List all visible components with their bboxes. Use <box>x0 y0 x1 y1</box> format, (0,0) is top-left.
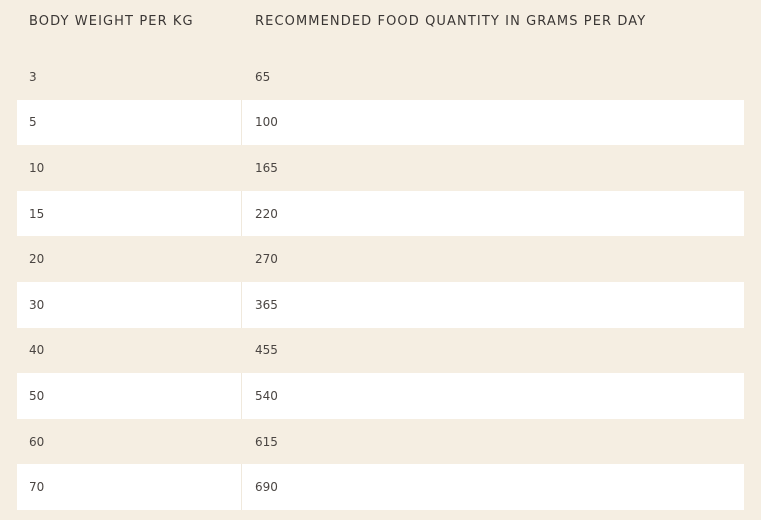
weight-cell: 5 <box>17 99 242 146</box>
table-row: 3 65 <box>17 54 744 100</box>
weight-cell: 70 <box>17 464 242 510</box>
header-food-quantity: RECOMMENDED FOOD QUANTITY IN GRAMS PER D… <box>255 14 647 29</box>
table-row: 70 690 <box>17 464 744 510</box>
food-cell: 220 <box>255 206 278 221</box>
feeding-table: BODY WEIGHT PER KG RECOMMENDED FOOD QUAN… <box>17 0 744 510</box>
header-body-weight: BODY WEIGHT PER KG <box>29 14 194 29</box>
food-cell: 65 <box>255 69 271 84</box>
food-cell: 100 <box>255 115 278 130</box>
food-cell: 540 <box>255 388 278 403</box>
food-cell: 455 <box>255 343 278 358</box>
table-row: 50 540 <box>17 373 744 419</box>
weight-cell: 60 <box>29 434 45 449</box>
table-row: 10 165 <box>17 145 744 191</box>
weight-cell: 15 <box>17 190 242 237</box>
weight-cell: 20 <box>29 252 45 267</box>
weight-cell: 50 <box>17 373 242 419</box>
table-row: 30 365 <box>17 281 744 328</box>
food-cell: 365 <box>255 297 278 312</box>
food-cell: 690 <box>255 480 278 495</box>
table-row: 20 270 <box>17 236 744 282</box>
table-row: 5 100 <box>17 99 744 146</box>
food-cell: 165 <box>255 160 278 175</box>
table-header-row: BODY WEIGHT PER KG RECOMMENDED FOOD QUAN… <box>17 0 744 54</box>
food-cell: 615 <box>255 434 278 449</box>
table-row: 15 220 <box>17 190 744 237</box>
table-row: 60 615 <box>17 419 744 465</box>
table-row: 40 455 <box>17 328 744 374</box>
food-cell: 270 <box>255 252 278 267</box>
weight-cell: 40 <box>29 343 45 358</box>
weight-cell: 10 <box>29 160 45 175</box>
weight-cell: 3 <box>29 69 37 84</box>
weight-cell: 30 <box>17 281 242 328</box>
